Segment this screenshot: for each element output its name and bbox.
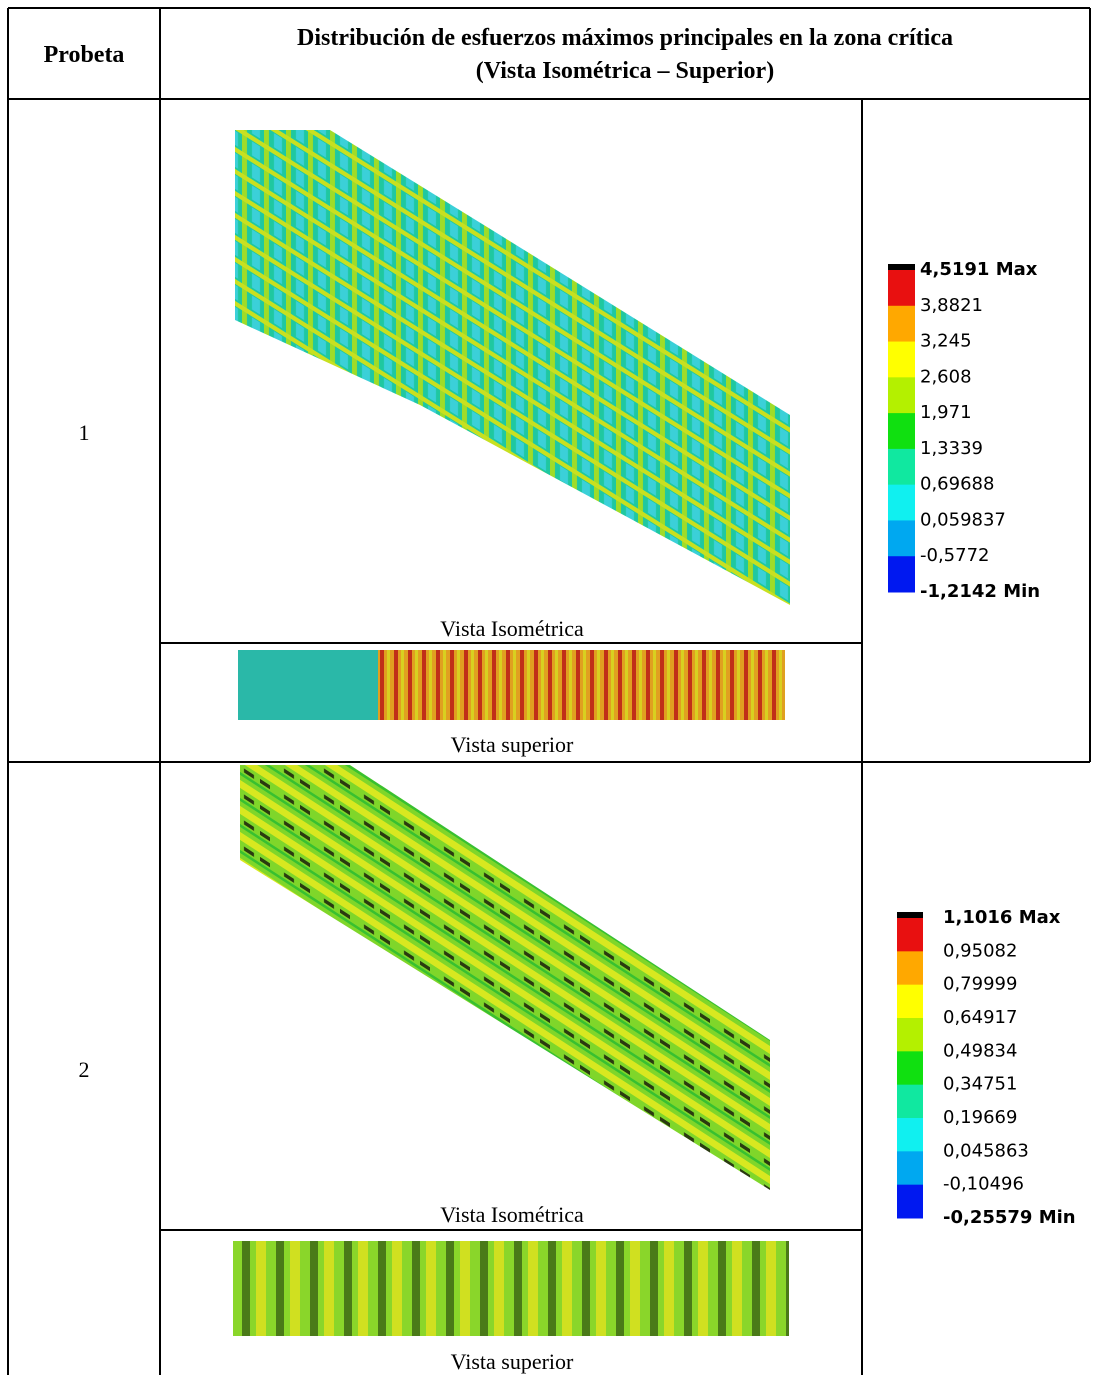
legend-label: 3,8821: [920, 295, 983, 316]
colorbar-segment: [897, 951, 923, 986]
legend-label: -1,2142 Min: [920, 581, 1040, 602]
legend-label: 2,608: [920, 366, 972, 387]
colorbar-segment: [897, 1118, 923, 1152]
probeta-number: 1: [79, 420, 90, 445]
legend-label: -0,10496: [943, 1174, 1024, 1195]
legend-label: 0,69688: [920, 474, 994, 495]
top-caption: Vista superior: [451, 732, 574, 757]
legend-label: 0,34751: [943, 1074, 1017, 1095]
legend-label: -0,25579 Min: [943, 1207, 1076, 1228]
legends: 4,5191 Max 3,8821 3,245 2,608 1,971 1,3339 0,6…: [888, 259, 1076, 1228]
legend-label: 0,19669: [943, 1107, 1017, 1128]
header-title: Distribución de esfuerzos máximos princi…: [297, 25, 953, 51]
legend-label: 0,059837: [920, 509, 1006, 530]
legend-label: 0,045863: [943, 1140, 1029, 1161]
colorbar-segment: [897, 918, 923, 952]
colorbar-segment: [888, 377, 915, 414]
legend-label: 0,64917: [943, 1007, 1017, 1028]
header-subtitle: (Vista Isométrica – Superior): [476, 58, 774, 84]
colorbar-segment: [888, 484, 915, 521]
colorbar-segment: [897, 1151, 923, 1186]
legend-label: 1,3339: [920, 438, 983, 459]
legend-label: 1,971: [920, 402, 972, 423]
colorbar-segment: [897, 1084, 923, 1119]
top-caption: Vista superior: [451, 1349, 574, 1374]
colorbar-segment: [888, 413, 915, 450]
colorbar-segment: [897, 1051, 923, 1086]
legend-label: 0,49834: [943, 1040, 1017, 1061]
colorbar-segment: [888, 556, 915, 593]
top-view-image: [233, 1241, 789, 1336]
isometric-image: [235, 130, 790, 605]
colorbar-cap: [888, 264, 915, 270]
isometric-image: [240, 765, 770, 1190]
colorbar-segment: [888, 305, 915, 343]
colorbar-segment: [888, 270, 915, 307]
legend-label: -0,5772: [920, 545, 989, 566]
colorbar-segment: [897, 984, 923, 1019]
colorbar-segment: [888, 341, 915, 378]
legend-label: 0,79999: [943, 974, 1017, 995]
colorbar-segment: [897, 1184, 923, 1219]
probeta-number: 2: [79, 1057, 90, 1082]
header-probeta: Probeta: [44, 42, 125, 68]
iso-caption: Vista Isométrica: [440, 616, 584, 641]
iso-caption: Vista Isométrica: [440, 1202, 584, 1227]
top-view-image: [238, 650, 378, 720]
colorbar-segment: [888, 448, 915, 486]
colorbar-cap: [897, 912, 923, 918]
legend-label: 4,5191 Max: [920, 259, 1038, 280]
colorbar-segment: [897, 1018, 923, 1052]
legend-label: 0,95082: [943, 940, 1017, 961]
colorbar-segment: [888, 520, 915, 557]
legend-label: 1,1016 Max: [943, 907, 1061, 928]
legend-label: 3,245: [920, 331, 972, 352]
top-view-image: [378, 650, 785, 720]
